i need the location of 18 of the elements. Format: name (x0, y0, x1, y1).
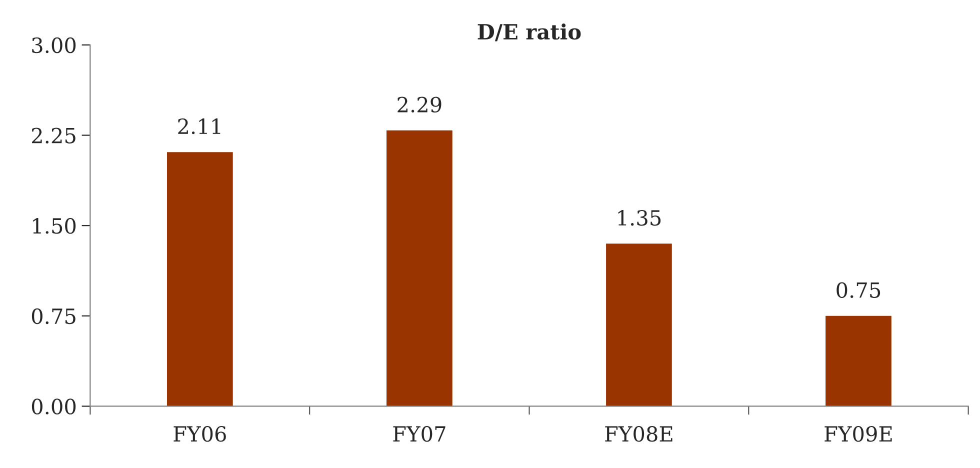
bar (826, 316, 892, 406)
y-tick-label: 1.50 (33, 218, 76, 234)
chart-title: D/E ratio (478, 24, 581, 42)
y-tick-label: 3.00 (32, 37, 76, 54)
y-tick-label: 0.00 (32, 398, 76, 414)
bar (606, 244, 672, 406)
bar (386, 130, 452, 406)
data-label: 0.75 (836, 282, 880, 298)
data-label: 1.35 (618, 210, 661, 226)
data-label: 2.29 (398, 96, 442, 113)
data-label: 2.11 (178, 118, 220, 134)
x-tick-label: FY09E (824, 426, 892, 442)
bar (166, 152, 233, 406)
x-tick-label: FY08E (605, 426, 672, 442)
x-tick-label: FY07 (393, 426, 446, 442)
x-tick-label: FY06 (174, 426, 226, 442)
y-tick-label: 2.25 (32, 128, 76, 144)
y-tick-label: 0.75 (32, 308, 76, 324)
